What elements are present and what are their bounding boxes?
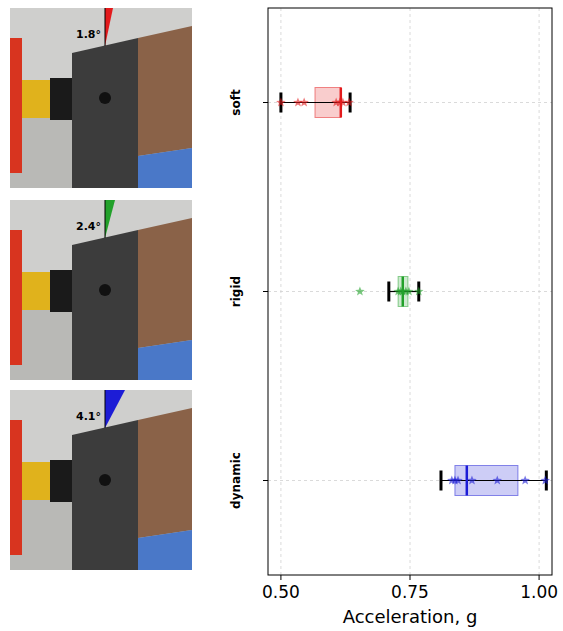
category-label: rigid <box>229 276 243 307</box>
point <box>493 476 503 485</box>
photo-flange <box>10 230 22 365</box>
photo-hole <box>99 474 111 486</box>
point <box>404 287 414 296</box>
photo: 1.8° <box>10 8 192 188</box>
photo-cylinder-end <box>50 270 72 312</box>
angle-line <box>105 200 106 238</box>
photo-hole <box>99 92 111 104</box>
median-line <box>402 277 405 307</box>
x-tick-label: 0.50 <box>262 582 300 602</box>
median-line <box>466 466 469 496</box>
point <box>541 476 551 485</box>
plot-frame <box>268 8 552 575</box>
y-tick <box>263 291 268 292</box>
grid-line <box>268 480 552 481</box>
photo: 4.1° <box>10 390 192 570</box>
plot-marks <box>276 88 550 496</box>
photo-background <box>10 8 192 188</box>
whisker-cap <box>387 282 390 302</box>
median-line <box>340 88 343 118</box>
photo-block <box>72 230 138 380</box>
grid-line <box>268 102 552 103</box>
photo-flange <box>10 420 22 555</box>
photo-flange <box>10 38 22 173</box>
angle-wedge <box>105 200 115 238</box>
angle-label: 1.8° <box>76 28 101 41</box>
x-axis-title: Acceleration, g <box>343 606 478 627</box>
point <box>520 476 530 485</box>
photo-tape <box>138 148 192 188</box>
point <box>355 287 365 296</box>
photo-cylinder-end <box>50 460 72 502</box>
y-tick <box>263 480 268 481</box>
figure: 0.50 0.75 1.00 Acceleration, g soft rigid dyna… <box>0 0 563 631</box>
photo: 2.4° <box>10 200 192 380</box>
photo-wood <box>138 26 192 156</box>
angle-label: 4.1° <box>76 410 101 423</box>
x-tick-label: 1.00 <box>520 582 558 602</box>
point <box>299 98 309 107</box>
photo-tape <box>138 340 192 380</box>
angle-line <box>105 8 106 46</box>
photo-background <box>10 390 192 570</box>
point <box>453 476 463 485</box>
category-label: dynamic <box>229 452 243 509</box>
point <box>467 476 477 485</box>
y-tick <box>263 102 268 103</box>
photo-tape <box>138 530 192 570</box>
category-label: soft <box>229 89 243 116</box>
angle-label: 2.4° <box>76 220 101 233</box>
angle-wedge <box>105 8 113 46</box>
x-tick <box>539 575 540 580</box>
point <box>414 287 424 296</box>
photo-hole <box>99 284 111 296</box>
angle-wedge <box>105 390 125 428</box>
x-tick <box>410 575 411 580</box>
photo-background <box>10 200 192 380</box>
whisker-cap <box>439 471 442 491</box>
photo-wood <box>138 408 192 538</box>
x-tick <box>280 575 281 580</box>
photo-wood <box>138 218 192 348</box>
photo-block <box>72 38 138 188</box>
point <box>276 98 286 107</box>
photo-cylinder-end <box>50 78 72 120</box>
point <box>344 98 354 107</box>
angle-line <box>105 390 106 428</box>
photo-block <box>72 420 138 570</box>
x-tick-label: 0.75 <box>391 582 429 602</box>
